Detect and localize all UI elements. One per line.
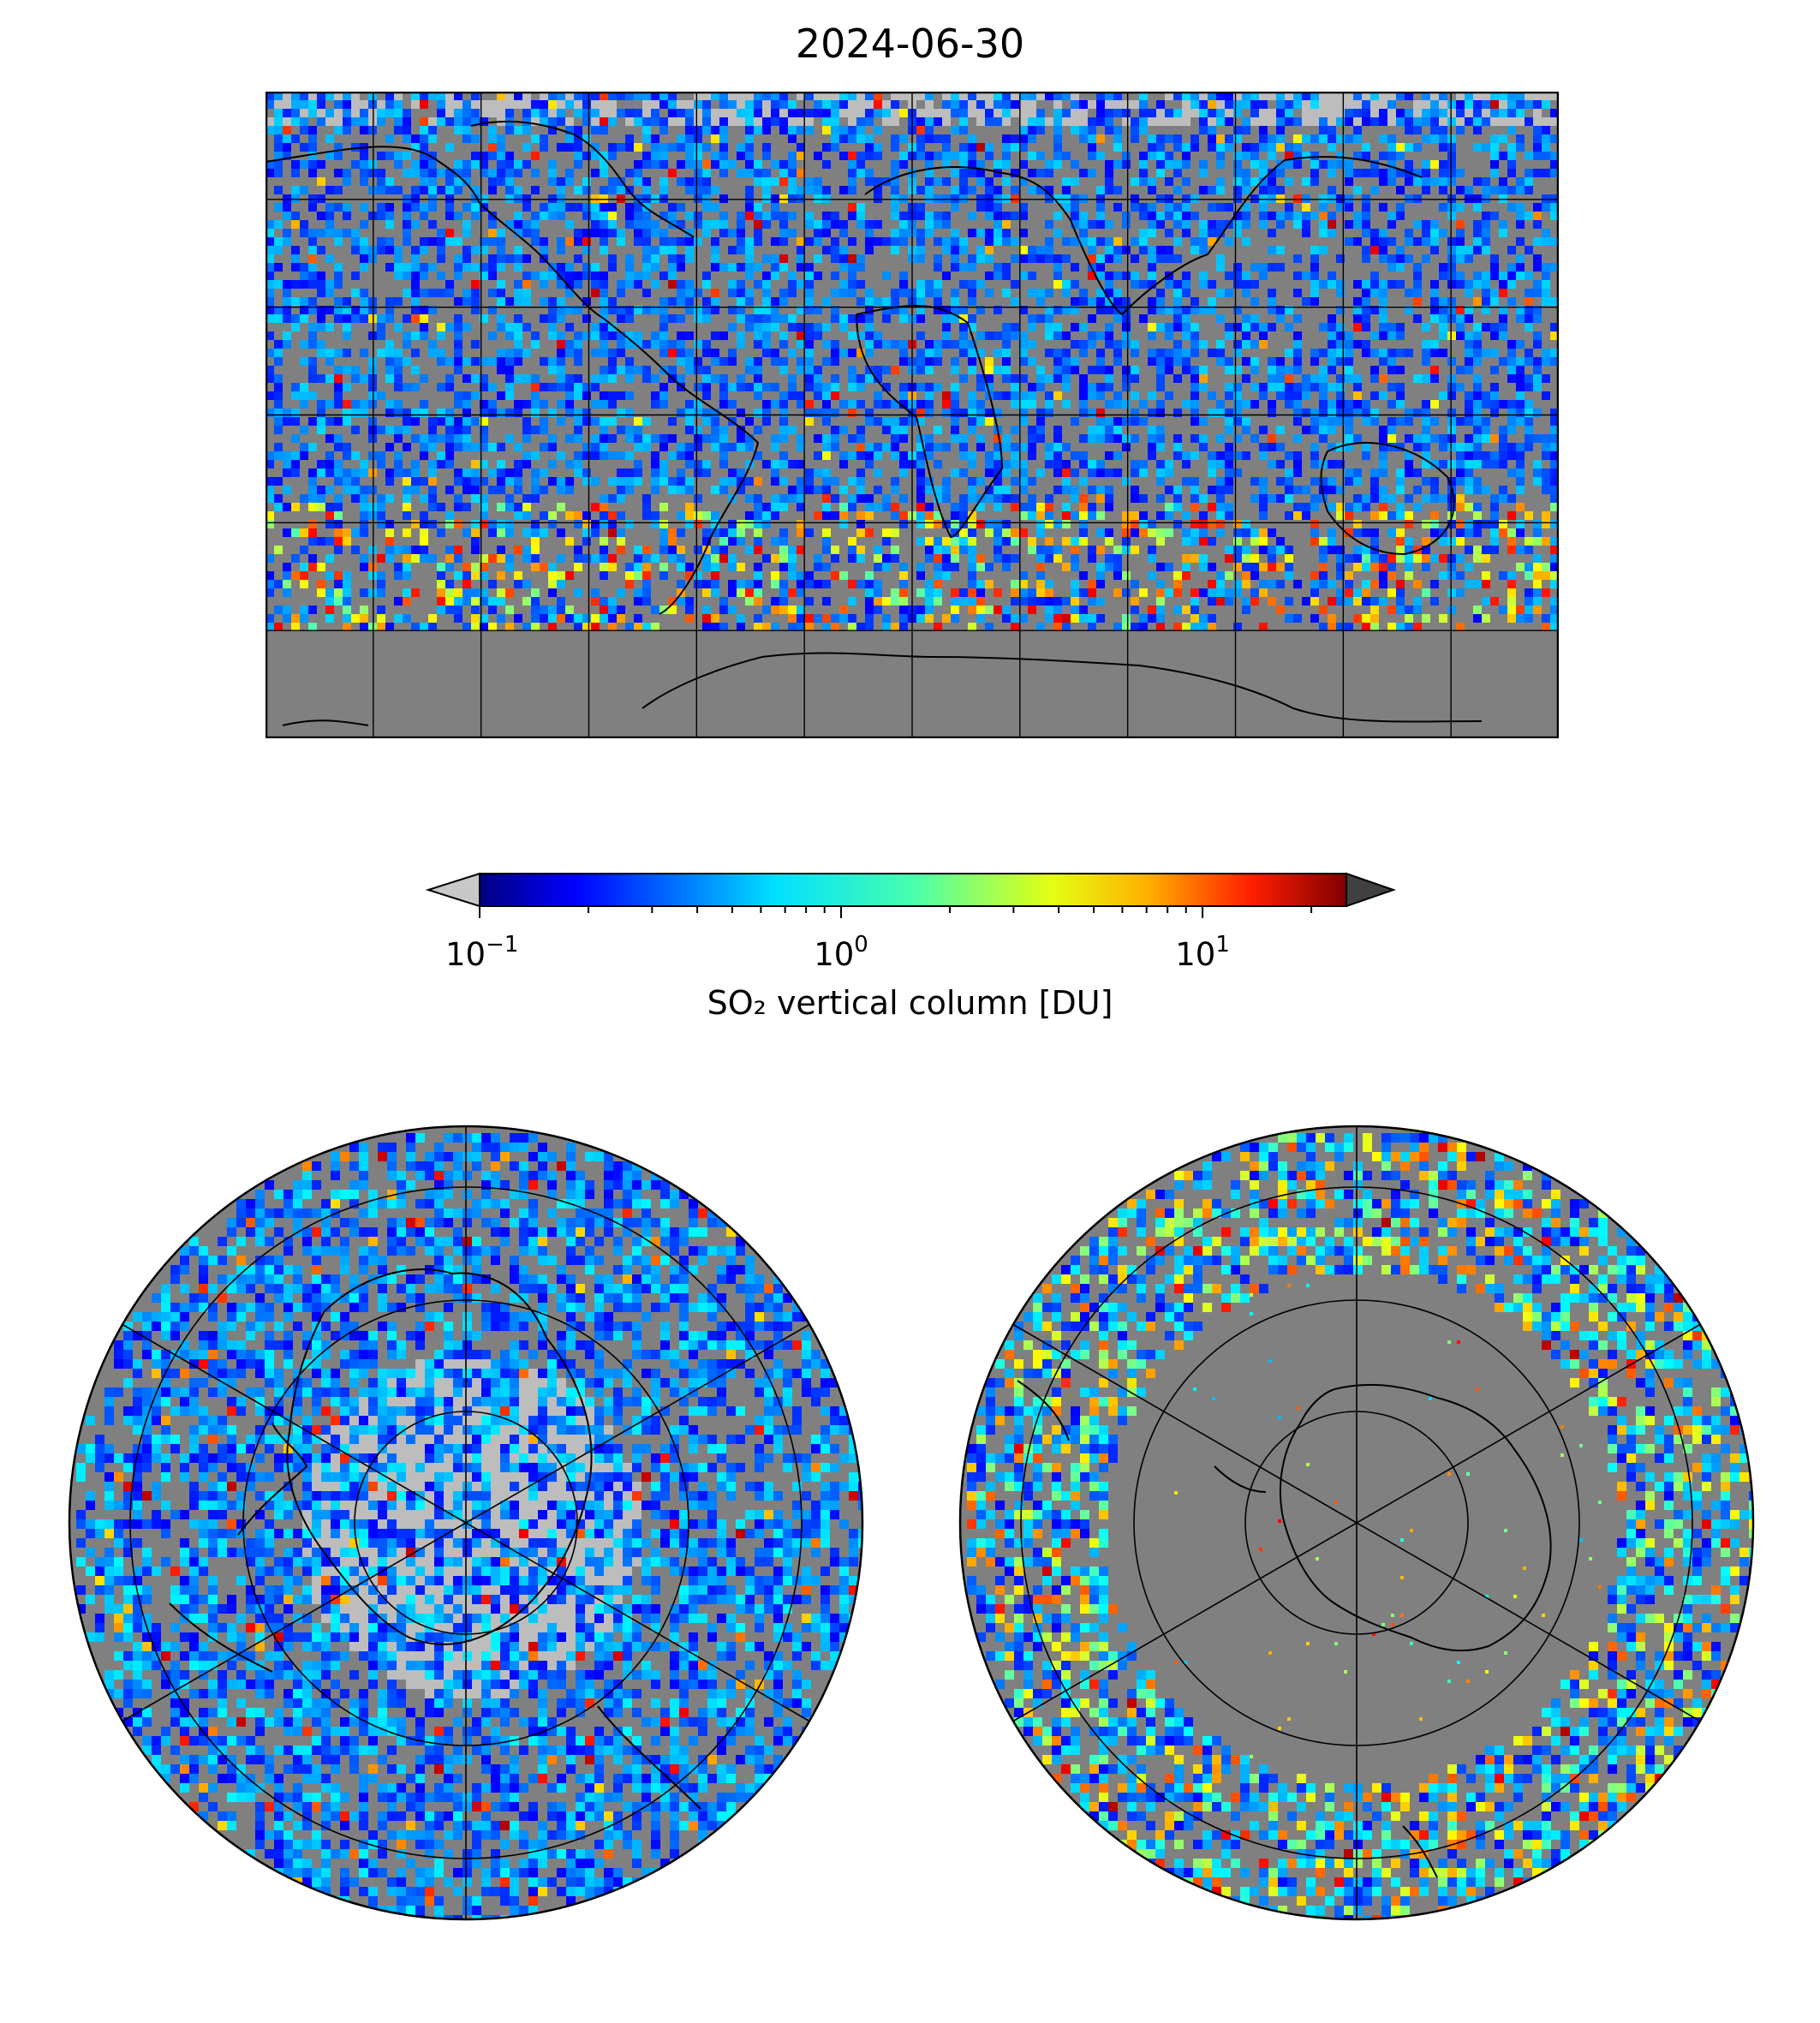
- coastlines: [266, 120, 1483, 726]
- colorbar: [425, 872, 1397, 918]
- colorbar-gradient: [480, 874, 1346, 906]
- so2-data-layer: [266, 92, 1559, 631]
- colorbar-over-triangle: [1346, 872, 1397, 908]
- north-polar-map: [68, 1125, 864, 1921]
- map-frame: [958, 1125, 1755, 1921]
- map-frame: [266, 92, 1559, 738]
- figure-title: 2024-06-30: [795, 21, 1025, 67]
- colorbar-under-triangle: [425, 872, 480, 908]
- graticule: [266, 92, 1559, 738]
- graticule: [116, 1126, 815, 1919]
- colorbar-ticks: [479, 906, 1313, 918]
- colorbar-label: SO₂ vertical column [DU]: [707, 984, 1113, 1022]
- colorbar-tick-label: 101: [1175, 932, 1230, 973]
- colorbar-tick-label: 100: [814, 932, 868, 973]
- colorbar-tick-label: 10−1: [445, 932, 519, 973]
- global-map: [266, 92, 1559, 738]
- map-frame: [68, 1125, 864, 1921]
- graticule: [1007, 1126, 1706, 1919]
- coastlines: [169, 1268, 701, 1810]
- south-polar-map: [958, 1125, 1755, 1921]
